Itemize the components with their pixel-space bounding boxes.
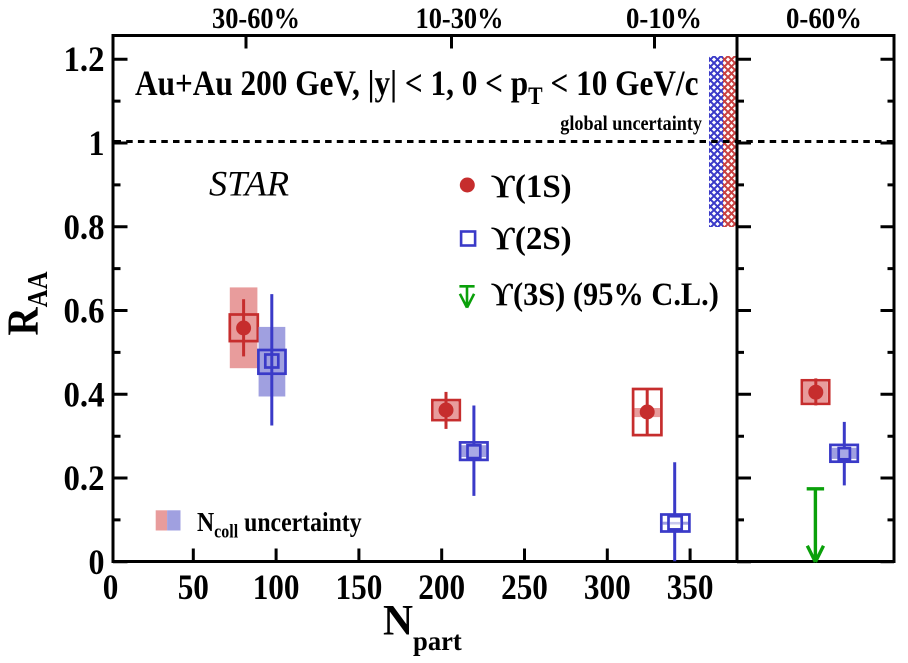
svg-text:50: 50	[178, 567, 209, 607]
svg-text:0.2: 0.2	[64, 458, 105, 498]
svg-text:0: 0	[89, 542, 105, 582]
svg-text:1.2: 1.2	[64, 39, 105, 79]
svg-text:1: 1	[89, 123, 105, 163]
svg-text:10-30%: 10-30%	[416, 3, 504, 35]
svg-text:200: 200	[418, 567, 465, 607]
svg-text:150: 150	[336, 567, 383, 607]
svg-text:0.6: 0.6	[64, 291, 105, 331]
svg-text:0-60%: 0-60%	[786, 3, 862, 35]
svg-text:ϒ(1S): ϒ(1S)	[491, 169, 572, 205]
svg-text:0.8: 0.8	[64, 207, 105, 247]
svg-text:global uncertainty: global uncertainty	[560, 111, 702, 135]
svg-text:250: 250	[501, 567, 548, 607]
svg-text:0: 0	[103, 567, 119, 607]
svg-text:100: 100	[253, 567, 300, 607]
svg-text:30-60%: 30-60%	[212, 3, 300, 35]
svg-text:Au+Au 200 GeV, |y| < 1, 0 < pT: Au+Au 200 GeV, |y| < 1, 0 < pT < 10 GeV/…	[135, 63, 699, 110]
svg-text:0-10%: 0-10%	[626, 3, 702, 35]
svg-text:350: 350	[667, 567, 714, 607]
svg-text:ϒ(3S) (95% C.L.): ϒ(3S) (95% C.L.)	[491, 277, 719, 313]
svg-text:0.4: 0.4	[64, 374, 105, 414]
svg-text:ϒ(2S): ϒ(2S)	[491, 221, 572, 257]
svg-text:300: 300	[584, 567, 631, 607]
svg-text:STAR: STAR	[209, 164, 289, 204]
